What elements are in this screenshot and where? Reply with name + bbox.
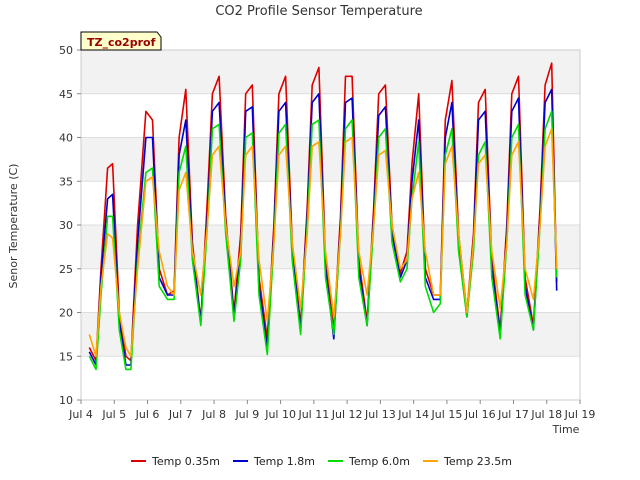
chart-title: CO2 Profile Sensor Temperature xyxy=(215,4,422,19)
plot-band xyxy=(81,225,580,269)
y-tick-label: 35 xyxy=(59,175,73,188)
x-tick-label: Jul 15 xyxy=(431,408,463,421)
y-tick-label: 15 xyxy=(59,350,73,363)
y-tick-label: 30 xyxy=(59,219,73,232)
x-tick-label: Jul 4 xyxy=(68,408,93,421)
plot-band xyxy=(81,137,580,182)
x-tick-label: Jul 19 xyxy=(564,408,596,421)
x-tick-label: Jul 8 xyxy=(201,408,226,421)
x-tick-label: Jul 9 xyxy=(234,408,259,421)
x-axis: Jul 4 Jul 5 Jul 6 Jul 7 Jul 8 Jul 9 Jul 10 Jul … xyxy=(68,400,595,421)
tag-label-text: TZ_co2prof xyxy=(87,36,156,49)
y-tick-label: 40 xyxy=(59,132,73,145)
tag-label: TZ_co2prof xyxy=(80,31,162,51)
x-tick-label: Jul 11 xyxy=(297,408,329,421)
legend-label: Temp 0.35m xyxy=(151,455,220,468)
legend: Temp 0.35m Temp 1.8m Temp 6.0m Temp 23.5m xyxy=(131,455,512,468)
x-tick-label: Jul 14 xyxy=(397,408,429,421)
x-tick-label: Jul 12 xyxy=(331,408,363,421)
x-axis-label: Time xyxy=(552,423,580,436)
y-axis: 10 15 20 25 30 35 40 45 50 xyxy=(59,44,81,407)
x-tick-label: Jul 17 xyxy=(497,408,529,421)
x-tick-label: Jul 13 xyxy=(364,408,396,421)
series-lines xyxy=(88,62,558,371)
plot-band xyxy=(81,50,580,94)
legend-label: Temp 6.0m xyxy=(348,455,410,468)
legend-label: Temp 1.8m xyxy=(253,455,315,468)
x-tick-label: Jul 6 xyxy=(135,408,160,421)
y-tick-label: 25 xyxy=(59,263,73,276)
x-tick-label: Jul 16 xyxy=(464,408,496,421)
y-tick-label: 45 xyxy=(59,88,73,101)
x-tick-label: Jul 10 xyxy=(264,408,296,421)
plot-band xyxy=(81,312,580,357)
tag-label-box xyxy=(80,31,162,51)
y-axis-label: Senor Temperature (C) xyxy=(7,164,20,289)
y-tick-label: 10 xyxy=(59,394,73,407)
x-tick-label: Jul 18 xyxy=(530,408,562,421)
x-tick-label: Jul 7 xyxy=(168,408,193,421)
x-tick-label: Jul 5 xyxy=(101,408,126,421)
series-line-3 xyxy=(88,128,558,358)
legend-label: Temp 23.5m xyxy=(443,455,512,468)
y-tick-label: 20 xyxy=(59,307,73,320)
y-tick-label: 50 xyxy=(59,44,73,57)
